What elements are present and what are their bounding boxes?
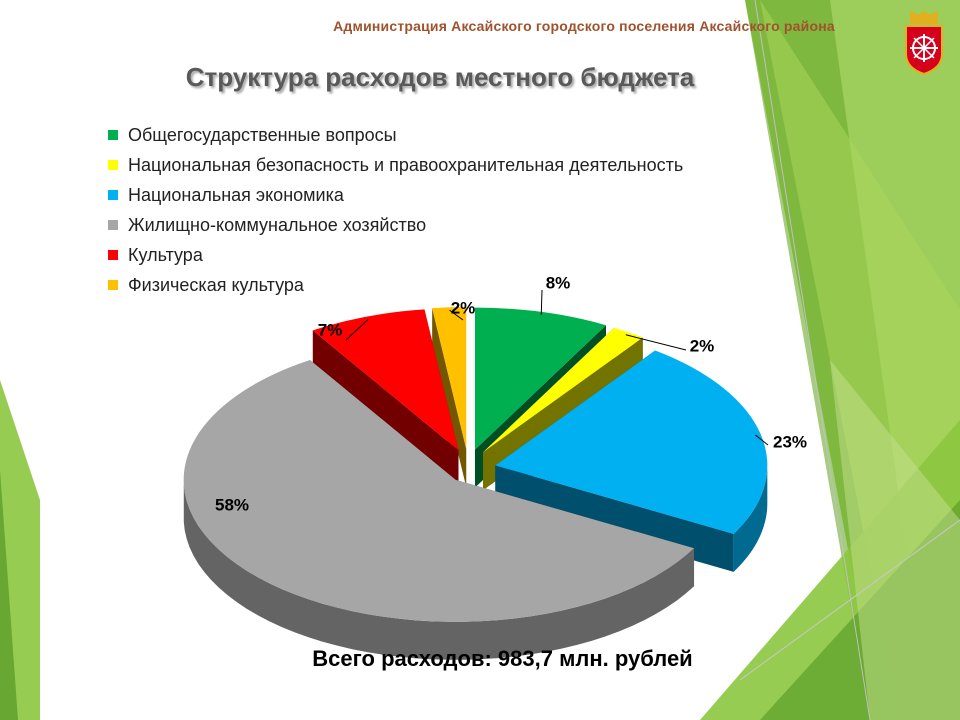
legend-item: Жилищно-коммунальное хозяйство — [108, 210, 683, 240]
legend-label: Национальная экономика — [128, 184, 344, 205]
pie-slice-side — [312, 330, 459, 489]
data-label: 7% — [318, 320, 343, 339]
data-label: 58% — [215, 495, 249, 514]
legend-swatch — [108, 190, 118, 200]
data-label: 2% — [451, 298, 476, 317]
legend-item: Национальная безопасность и правоохранит… — [108, 150, 683, 180]
total-expenses: Всего расходов: 983,7 млн. рублей — [312, 646, 693, 671]
pie-slice-side — [432, 308, 467, 488]
pie-slice — [183, 359, 695, 622]
pie-slice-wall — [183, 483, 695, 660]
pie-slice — [495, 350, 768, 534]
legend-swatch — [108, 220, 118, 230]
slice-tops — [183, 307, 768, 622]
data-label: 8% — [546, 273, 571, 292]
legend-swatch — [108, 250, 118, 260]
legend-label: Общегосударственные вопросы — [128, 124, 397, 145]
pie-slice-wall — [733, 464, 768, 572]
coat-of-arms-icon — [905, 12, 943, 76]
leader-line — [755, 434, 769, 446]
organization-name: Администрация Аксайского городского посе… — [333, 18, 835, 34]
pie-slice — [474, 307, 607, 450]
legend-swatch — [108, 160, 118, 170]
legend-item: Культура — [108, 240, 683, 270]
legend-label: Физическая культура — [128, 274, 304, 295]
leader-line — [540, 289, 543, 315]
legend-item: Общегосударственные вопросы — [108, 120, 683, 150]
chart-title: Структура расходов местного бюджета — [185, 62, 695, 92]
data-label: 2% — [690, 336, 715, 355]
chart-legend: Общегосударственные вопросы Национальная … — [108, 120, 683, 300]
leader-line — [449, 309, 464, 321]
legend-label: Культура — [128, 244, 203, 265]
pie-slice — [432, 307, 467, 450]
legend-label: Жилищно-коммунальное хозяйство — [128, 214, 427, 235]
legend-item: Национальная экономика — [108, 180, 683, 210]
data-labels: 8% 2% 23% 58% 7% 2% — [215, 273, 807, 514]
data-label: 23% — [773, 432, 807, 451]
leader-lines — [345, 289, 769, 446]
leader-line — [625, 334, 687, 351]
legend-swatch — [108, 130, 118, 140]
pie-slice — [312, 309, 459, 451]
pie-slice — [483, 327, 643, 453]
leader-line — [345, 318, 369, 341]
legend-item: Физическая культура — [108, 270, 683, 300]
legend-label: Национальная безопасность и правоохранит… — [128, 154, 684, 175]
legend-swatch — [108, 280, 118, 290]
